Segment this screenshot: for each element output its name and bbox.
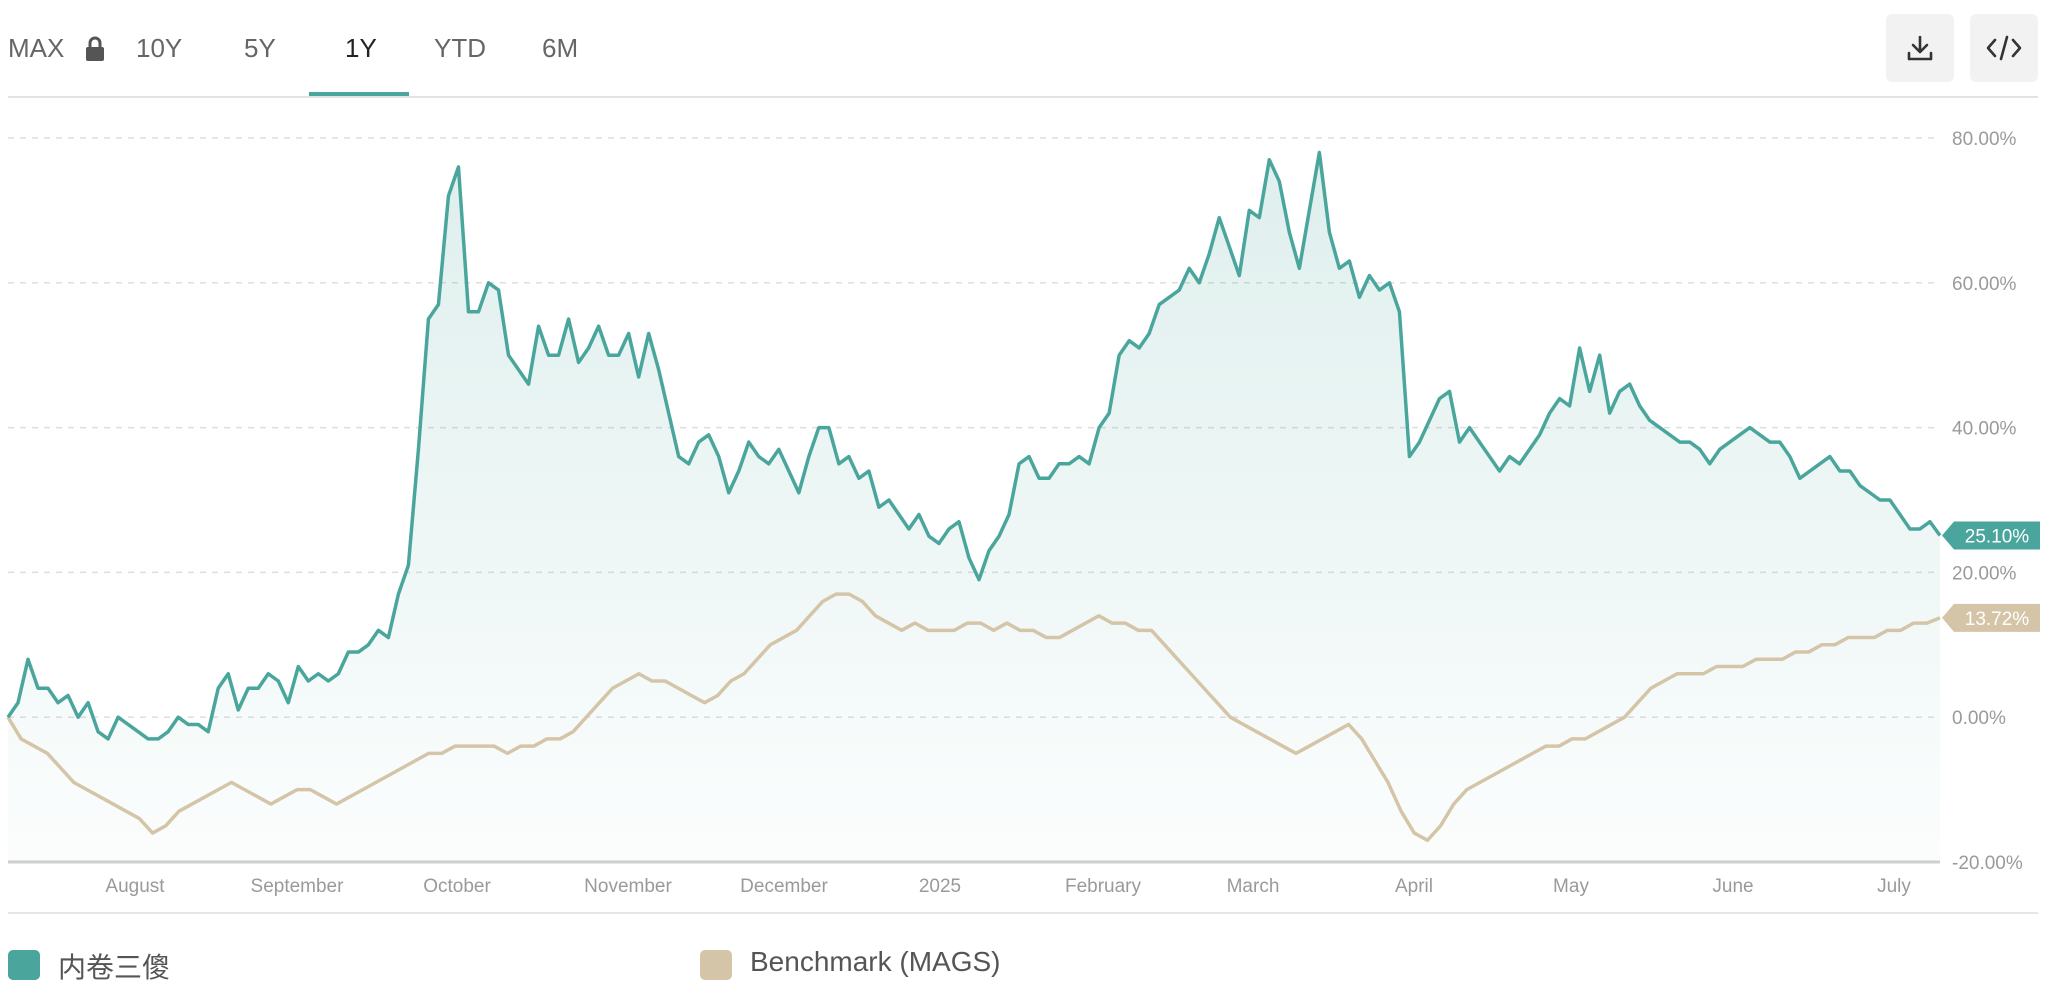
chart-svg: 80.00% 60.00% 40.00% 20.00% 0.00% -20.00% Augu… bbox=[6, 129, 2040, 897]
range-tab-1y[interactable]: 1Y bbox=[345, 33, 377, 63]
y-tick-label: 0.00% bbox=[1952, 708, 2006, 729]
x-tick-label: June bbox=[1712, 876, 1753, 897]
x-tick-label: May bbox=[1553, 876, 1589, 897]
chart-legend: 内卷三傻 Benchmark (MAGS) bbox=[0, 940, 2054, 983]
y-tick-label: 40.00% bbox=[1952, 419, 2017, 440]
series-line bbox=[6, 150, 1942, 741]
benchmark-end-value-tag: 13.72% bbox=[1942, 603, 2040, 632]
svg-text:25.10%: 25.10% bbox=[1965, 526, 2030, 547]
range-tab-5y[interactable]: 5Y bbox=[244, 33, 276, 63]
benchmark-line bbox=[6, 592, 1941, 843]
y-tick-label: 60.00% bbox=[1952, 274, 2017, 295]
x-tick-label: September bbox=[251, 876, 345, 897]
legend-swatch-benchmark bbox=[700, 950, 732, 980]
range-tab-max[interactable]: MAX bbox=[8, 33, 65, 63]
legend-divider bbox=[8, 912, 2038, 914]
x-tick-label: July bbox=[1877, 876, 1911, 897]
series-area bbox=[8, 152, 1940, 862]
x-tick-label: April bbox=[1395, 876, 1433, 897]
legend-swatch-series bbox=[8, 950, 40, 980]
svg-text:13.72%: 13.72% bbox=[1965, 609, 2030, 630]
x-tick-label: August bbox=[105, 876, 165, 897]
y-tick-label: 80.00% bbox=[1952, 129, 2017, 150]
download-icon bbox=[1907, 35, 1933, 61]
performance-chart: 80.00% 60.00% 40.00% 20.00% 0.00% -20.00% Augu… bbox=[0, 98, 2054, 918]
legend-label-series: 内卷三傻 bbox=[58, 952, 171, 983]
range-tab-6m[interactable]: 6M bbox=[542, 33, 579, 63]
y-tick-label: -20.00% bbox=[1952, 853, 2023, 874]
range-toolbar: MAX 10Y 5Y 1Y YTD 6M bbox=[0, 0, 2040, 98]
toolbar-divider bbox=[8, 96, 2038, 98]
range-tab-ytd[interactable]: YTD bbox=[434, 33, 486, 63]
x-tick-label: 2025 bbox=[919, 876, 961, 897]
embed-button[interactable] bbox=[1970, 14, 2038, 82]
active-tab-indicator bbox=[309, 92, 409, 96]
series-end-value-tag: 25.10% bbox=[1942, 521, 2040, 550]
download-button[interactable] bbox=[1886, 14, 1954, 82]
code-icon bbox=[1986, 35, 2022, 61]
y-tick-label: 20.00% bbox=[1952, 563, 2017, 584]
range-tab-10y[interactable]: 10Y bbox=[136, 33, 183, 63]
x-tick-label: October bbox=[423, 876, 491, 897]
legend-label-benchmark: Benchmark (MAGS) bbox=[750, 946, 1001, 977]
x-tick-label: November bbox=[584, 876, 672, 897]
x-tick-label: February bbox=[1065, 876, 1142, 897]
lock-icon bbox=[86, 36, 104, 61]
x-tick-label: March bbox=[1227, 876, 1280, 897]
x-tick-label: December bbox=[740, 876, 828, 897]
